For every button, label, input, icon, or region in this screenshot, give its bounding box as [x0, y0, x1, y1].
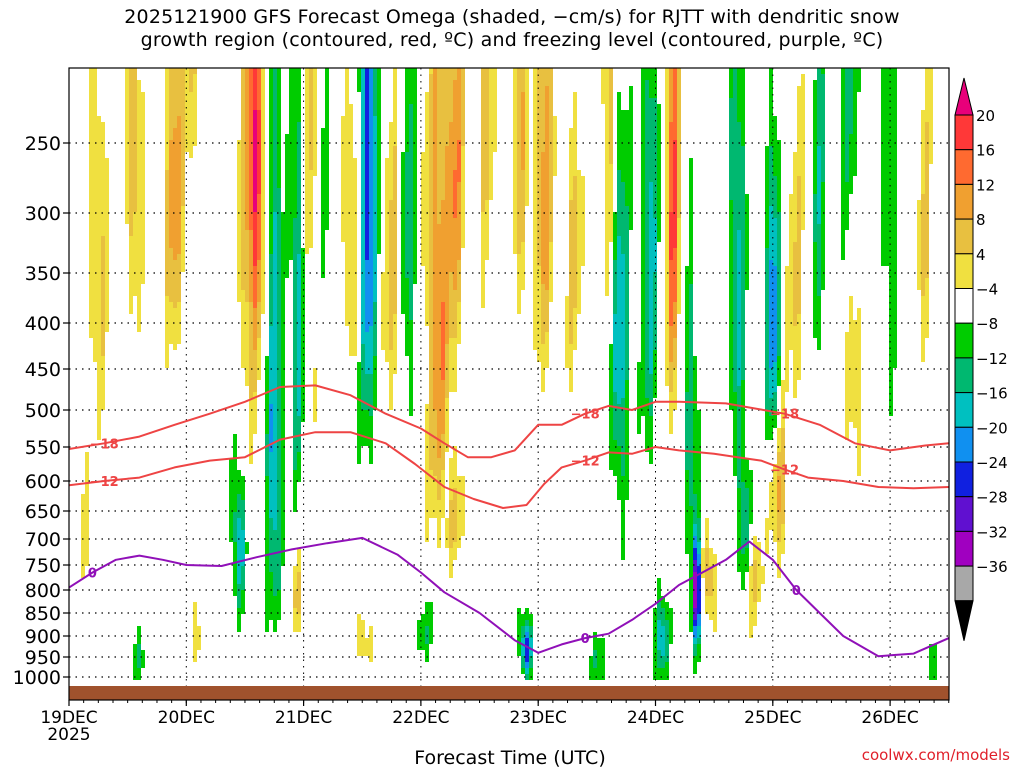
- x-tick-label: 23DEC: [510, 708, 567, 728]
- chart-title: 2025121900 GFS Forecast Omega (shaded, −…: [0, 6, 1024, 52]
- colorbar-label: 20: [976, 107, 995, 125]
- terrain-band: [69, 686, 949, 700]
- contour-label: −12: [770, 463, 799, 478]
- colorbar-label: −12: [976, 350, 1008, 368]
- contour-label: −12: [90, 475, 119, 490]
- x-tick-label: 20DEC: [158, 708, 215, 728]
- y-tick-label: 950: [25, 647, 61, 669]
- y-tick-label: 400: [25, 313, 61, 335]
- colorbar-segment: [954, 392, 974, 428]
- contour--18: [69, 384, 949, 459]
- colorbar-segment: [954, 114, 974, 151]
- contour--12: [69, 431, 949, 509]
- contour-0: [69, 536, 949, 658]
- y-tick-label: 850: [25, 603, 61, 625]
- contour-label: −18: [770, 408, 799, 423]
- x-tick-label: 24DEC: [627, 708, 684, 728]
- x-year-label: 2025: [47, 725, 90, 745]
- colorbar-segment: [954, 357, 974, 394]
- y-tick-label: 500: [25, 400, 61, 422]
- colorbar-segment: [954, 496, 974, 532]
- colorbar-label: −20: [976, 419, 1008, 437]
- colorbar-label: 8: [976, 211, 986, 229]
- colorbar-segment: [954, 149, 974, 185]
- y-axis: 2503003504004505005506006507007508008509…: [13, 133, 69, 689]
- colorbar-label: −28: [976, 489, 1008, 507]
- y-tick-label: 700: [25, 529, 61, 551]
- x-tick-label: 21DEC: [275, 708, 332, 728]
- contour-label: 0: [581, 632, 590, 647]
- gridlines: [69, 68, 949, 700]
- colorbar-label: −24: [976, 454, 1008, 472]
- y-tick-label: 1000: [13, 667, 61, 689]
- y-tick-label: 300: [25, 203, 61, 225]
- colorbar-label: 4: [976, 246, 986, 264]
- title-line-1: 2025121900 GFS Forecast Omega (shaded, −…: [124, 6, 900, 28]
- y-tick-label: 900: [25, 626, 61, 648]
- colorbar-segment: [954, 183, 974, 220]
- contour-label: 0: [88, 567, 97, 582]
- colorbar-segment: [954, 530, 974, 567]
- omega-shading: [81, 68, 937, 680]
- colorbar-label: 16: [976, 142, 995, 160]
- colorbar-segment: [954, 288, 974, 324]
- colorbar-label: −36: [976, 558, 1008, 576]
- y-tick-label: 600: [25, 471, 61, 493]
- watermark: coolwx.com/models: [861, 746, 1010, 764]
- y-tick-label: 350: [25, 263, 61, 285]
- x-tick-label: 22DEC: [392, 708, 449, 728]
- colorbar-arrow-top: [954, 77, 974, 116]
- colorbar-label: −16: [976, 385, 1008, 403]
- y-tick-label: 650: [25, 501, 61, 523]
- y-tick-label: 750: [25, 555, 61, 577]
- colorbar-arrow-bottom: [954, 600, 974, 641]
- colorbar-segment: [954, 322, 974, 359]
- x-tick-label: 26DEC: [861, 708, 918, 728]
- colorbar-segment: [954, 426, 974, 463]
- y-tick-label: 800: [25, 580, 61, 602]
- colorbar-label: −4: [976, 281, 998, 299]
- colorbar: 20 16 12 8 4 −4 −8 −12 −16 −20 −24 −28 −32 −36: [954, 77, 1008, 641]
- x-axis-label: Forecast Time (UTC): [414, 747, 605, 768]
- contour-label: 0: [792, 584, 801, 599]
- contour-label: −12: [571, 455, 600, 470]
- y-tick-label: 550: [25, 437, 61, 459]
- y-tick-label: 250: [25, 133, 61, 155]
- colorbar-label: −32: [976, 523, 1008, 541]
- x-axis: 19DEC 20DEC 21DEC 22DEC 23DEC 24DEC 25DEC 26DEC…: [40, 700, 950, 745]
- colorbar-segment: [954, 253, 974, 290]
- x-tick-label: 19DEC: [40, 708, 97, 728]
- colorbar-segment: [954, 461, 974, 498]
- contour-label: −18: [571, 408, 600, 423]
- colorbar-segment: [954, 218, 974, 255]
- y-tick-label: 450: [25, 359, 61, 381]
- x-tick-label: 25DEC: [744, 708, 801, 728]
- title-line-2: growth region (contoured, red, ºC) and f…: [140, 29, 884, 51]
- colorbar-label: 12: [976, 176, 995, 194]
- contour-label: −18: [90, 437, 119, 452]
- colorbar-label: −8: [976, 315, 998, 333]
- contours: −18 −18 −18 −12 −12 −12 0 0 0: [69, 384, 949, 658]
- colorbar-segment: [954, 565, 974, 602]
